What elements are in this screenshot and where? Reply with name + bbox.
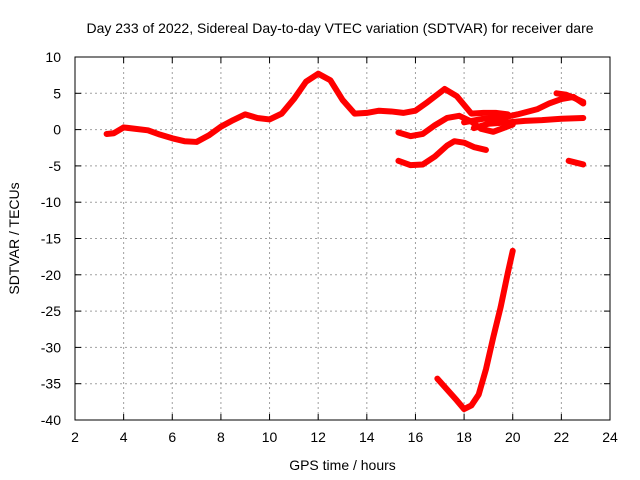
y-tick-label: -15 (41, 231, 61, 247)
x-tick-label: 24 (602, 429, 618, 445)
y-tick-label: -35 (41, 376, 61, 392)
y-tick-label: -25 (41, 303, 61, 319)
x-tick-label: 2 (71, 429, 79, 445)
x-tick-label: 22 (554, 429, 570, 445)
y-tick-label: -10 (41, 194, 61, 210)
x-tick-label: 20 (505, 429, 521, 445)
series-track-deep (434, 247, 516, 413)
y-tick-label: -30 (41, 339, 61, 355)
y-tick-label: -5 (49, 158, 62, 174)
x-tick-label: 8 (217, 429, 225, 445)
series-layer (103, 70, 587, 413)
y-tick-label: 10 (45, 49, 61, 65)
series-track-low-east (470, 114, 587, 132)
x-tick-label: 6 (168, 429, 176, 445)
x-tick-label: 14 (359, 429, 375, 445)
x-axis-label: GPS time / hours (289, 457, 396, 473)
series-track-mid (395, 112, 516, 140)
series-track-low (395, 138, 489, 169)
x-tick-label: 4 (120, 429, 128, 445)
series-track-main (103, 70, 511, 145)
y-axis-label: SDTVAR / TECUs (6, 182, 22, 294)
y-tick-label: 5 (53, 85, 61, 101)
x-tick-label: 10 (262, 429, 278, 445)
series-track-east-neg (565, 157, 587, 168)
y-tick-label: -20 (41, 267, 61, 283)
chart-title: Day 233 of 2022, Sidereal Day-to-day VTE… (86, 20, 593, 36)
x-axis: 2 4 6 8 10 12 14 16 18 20 22 24 (71, 57, 618, 445)
y-tick-label: -40 (41, 412, 61, 428)
x-tick-label: 12 (310, 429, 326, 445)
x-tick-label: 16 (408, 429, 424, 445)
x-tick-label: 18 (456, 429, 472, 445)
y-tick-label: 0 (53, 122, 61, 138)
y-axis: -40 -35 -30 -25 -20 -15 -10 -5 0 5 10 (41, 49, 610, 428)
series-track-peak-22 (553, 90, 587, 106)
